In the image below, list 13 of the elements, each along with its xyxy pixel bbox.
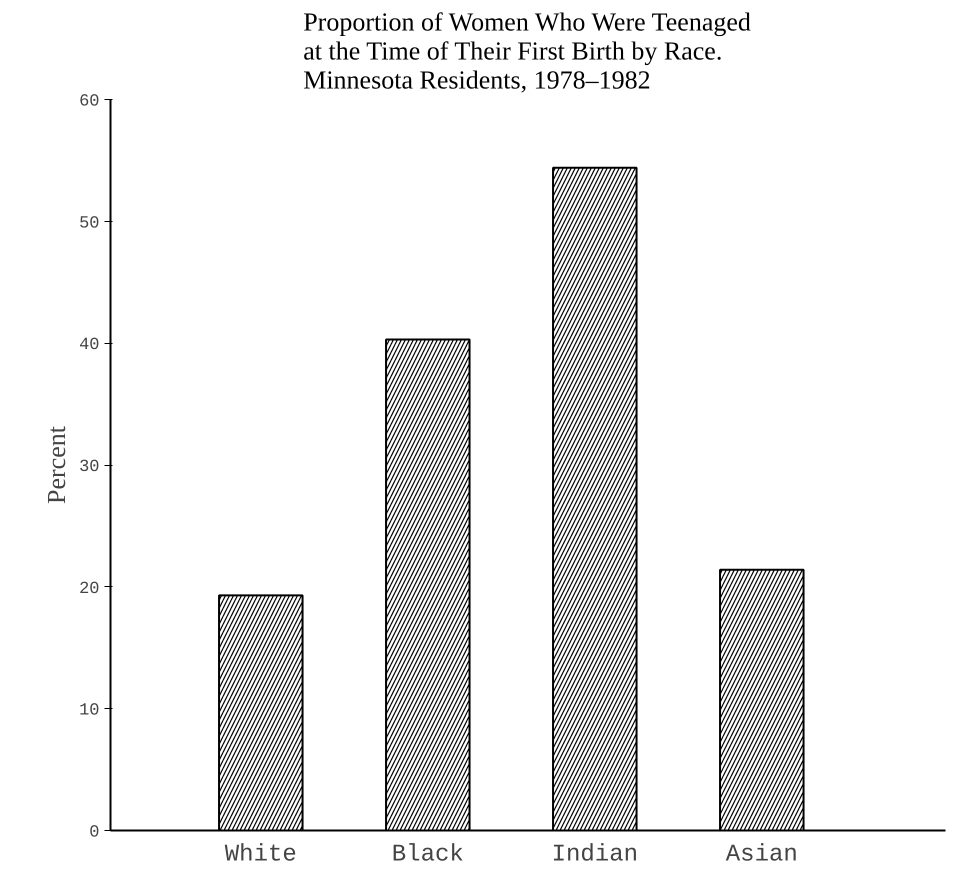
chart-title: Proportion of Women Who Were Teenaged at the Time of Their First Birth by Race. Minnesota Residents, 1978–1982 — [303, 8, 751, 94]
y-tick-label: 60 — [79, 92, 100, 112]
y-axis-title: Percent — [42, 425, 72, 504]
x-tick-label: White — [224, 842, 297, 868]
y-tick-label: 20 — [79, 580, 100, 599]
x-tick-label: Black — [392, 842, 464, 868]
y-tick-label: 40 — [79, 336, 100, 356]
y-tick-label: 50 — [79, 214, 100, 234]
y-tick-label: 10 — [79, 702, 100, 721]
y-tick-label: 30 — [79, 458, 100, 477]
y-tick-label: 0 — [89, 824, 100, 842]
x-tick-label: Indian — [552, 842, 638, 868]
x-tick-label: Asian — [726, 842, 798, 868]
